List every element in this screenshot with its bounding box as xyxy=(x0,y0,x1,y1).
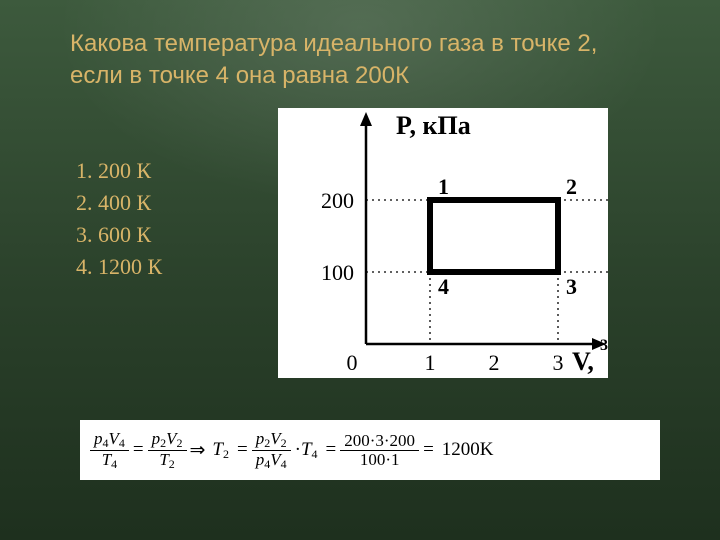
svg-text:1: 1 xyxy=(425,350,436,375)
svg-text:1: 1 xyxy=(438,174,449,199)
equals-1: = xyxy=(129,439,148,461)
svg-text:100: 100 xyxy=(321,260,354,285)
list-item: 1200 К xyxy=(98,251,162,283)
svg-text:V,: V, xyxy=(572,347,594,376)
svg-text:4: 4 xyxy=(438,274,449,299)
svg-text:200: 200 xyxy=(321,188,354,213)
svg-text:0: 0 xyxy=(347,350,358,375)
question-line1: Какова температура идеального газа в точ… xyxy=(70,30,597,57)
list-item: 400 К xyxy=(98,187,162,219)
implies-arrow: ⇒ xyxy=(187,439,209,462)
svg-text:2: 2 xyxy=(489,350,500,375)
chart-svg: 100 200 1 2 3 0 P, кПа V, 3 1 2 3 4 xyxy=(278,108,608,378)
answer-options: 200 К 400 К 600 К 1200 К xyxy=(70,155,162,283)
svg-text:3: 3 xyxy=(553,350,564,375)
svg-text:P, кПа: P, кПа xyxy=(396,111,471,140)
result-value: 1200K xyxy=(438,439,498,461)
list-item: 600 К xyxy=(98,219,162,251)
formula-block: p4V4 T4 = p2V2 T2 ⇒ T2 = p2V2 p4V4 ·T4 =… xyxy=(80,420,660,480)
t2-var: T2 xyxy=(208,439,233,462)
list-item: 200 К xyxy=(98,155,162,187)
svg-text:3: 3 xyxy=(566,274,577,299)
frac-calc: 200·3·200 100·1 xyxy=(340,432,419,469)
frac-r1: p2V2 p4V4 xyxy=(252,430,291,470)
dot-t4: ·T4 xyxy=(291,439,322,462)
pv-chart: 100 200 1 2 3 0 P, кПа V, 3 1 2 3 4 xyxy=(278,108,608,378)
frac-mid: p2V2 T2 xyxy=(148,430,187,470)
equals-4: = xyxy=(419,439,438,461)
frac-lhs: p4V4 T4 xyxy=(90,430,129,470)
equals-3: = xyxy=(322,439,341,461)
svg-text:3: 3 xyxy=(600,337,608,354)
question-text: Какова температура идеального газа в точ… xyxy=(70,28,670,93)
equals-2: = xyxy=(233,439,252,461)
question-line2: если в точке 4 она равна 200К xyxy=(70,62,409,89)
svg-text:2: 2 xyxy=(566,174,577,199)
